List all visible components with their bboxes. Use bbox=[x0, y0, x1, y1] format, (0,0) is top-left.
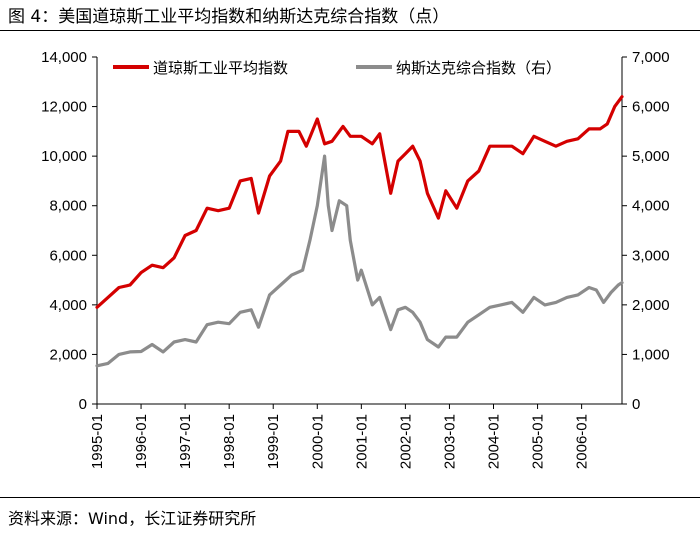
right-tick-label: 5,000 bbox=[632, 148, 670, 165]
chart: 02,0004,0006,0008,00010,00012,00014,000 … bbox=[41, 49, 670, 469]
x-tick-label: 1998-01 bbox=[221, 414, 238, 469]
left-tick-label: 4,000 bbox=[49, 297, 87, 314]
left-tick-label: 8,000 bbox=[49, 198, 87, 215]
x-tick-label: 1995-01 bbox=[89, 414, 106, 469]
right-tick-label: 1,000 bbox=[632, 346, 670, 363]
x-tick-label: 2005-01 bbox=[530, 414, 547, 469]
legend-label-0: 道琼斯工业平均指数 bbox=[153, 59, 288, 77]
series-line-1 bbox=[95, 154, 624, 368]
figure-title: 图 4：美国道琼斯工业平均指数和纳斯达克综合指数（点） bbox=[8, 7, 450, 27]
source-note: 资料来源：Wind，长江证券研究所 bbox=[8, 509, 257, 528]
x-tick-label: 2000-01 bbox=[309, 414, 326, 469]
left-tick-label: 12,000 bbox=[41, 99, 87, 116]
top-rule bbox=[0, 30, 700, 31]
right-tick-label: 0 bbox=[632, 396, 640, 413]
x-tick-label: 1997-01 bbox=[177, 414, 194, 469]
series-layer bbox=[95, 95, 624, 368]
left-tick-label: 0 bbox=[79, 396, 87, 413]
bottom-rule bbox=[0, 497, 700, 498]
legend-label-1: 纳斯达克综合指数（右） bbox=[396, 59, 561, 77]
left-tick-label: 10,000 bbox=[41, 148, 87, 165]
right-tick-label: 4,000 bbox=[632, 198, 670, 215]
series-line-0 bbox=[95, 95, 624, 309]
x-axis: 1995-01 1996-01 1997-01 1998-01 1999-01 2000-… bbox=[89, 404, 591, 469]
right-tick-label: 3,000 bbox=[632, 247, 670, 264]
plot-frame bbox=[96, 57, 623, 405]
right-tick-label: 7,000 bbox=[632, 49, 670, 66]
x-tick-label: 2004-01 bbox=[486, 414, 503, 469]
x-tick-label: 1999-01 bbox=[265, 414, 282, 469]
right-axis: 0 1,000 2,000 3,000 4,000 5,000 6,000 7,000 bbox=[622, 49, 670, 413]
left-tick-label: 2,000 bbox=[49, 346, 87, 363]
right-tick-label: 6,000 bbox=[632, 99, 670, 116]
right-tick-label: 2,000 bbox=[632, 297, 670, 314]
x-tick-label: 2006-01 bbox=[574, 414, 591, 469]
x-tick-label: 1996-01 bbox=[133, 414, 150, 469]
x-tick-label: 2002-01 bbox=[397, 414, 414, 469]
x-tick-label: 2003-01 bbox=[441, 414, 458, 469]
left-tick-label: 6,000 bbox=[49, 247, 87, 264]
legend: 道琼斯工业平均指数 纳斯达克综合指数（右） bbox=[113, 59, 561, 77]
left-axis: 0 2,000 4,000 6,000 8,000 10,000 12,000 14,000 bbox=[41, 49, 97, 413]
left-tick-label: 14,000 bbox=[41, 49, 87, 66]
x-tick-label: 2001-01 bbox=[353, 414, 370, 469]
